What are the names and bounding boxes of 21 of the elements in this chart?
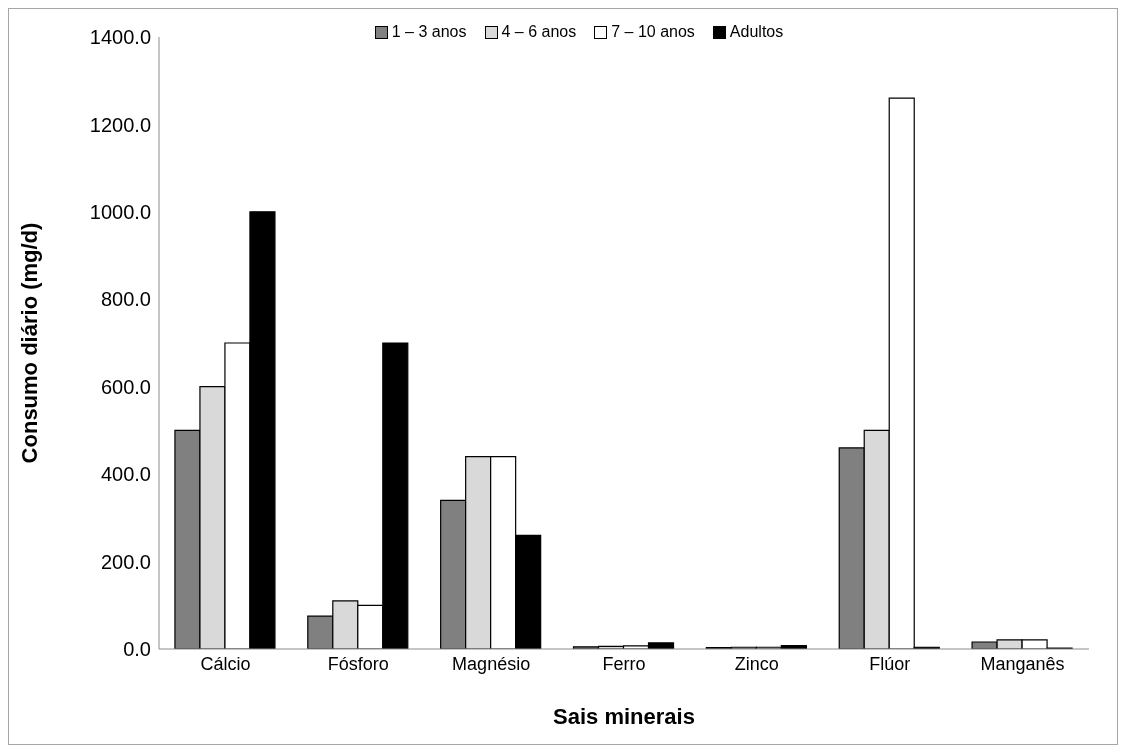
y-tick-label: 1400.0 [89,26,151,49]
legend-label: 7 – 10 anos [611,23,695,41]
x-tick-label: Zinco [734,653,779,674]
x-tick-label: Magnésio [452,653,531,674]
legend-label: Adultos [729,23,784,41]
x-axis-title: Sais minerais [553,704,695,729]
y-tick-label: 200.0 [100,550,151,573]
y-tick-label: 800.0 [100,288,151,311]
y-tick-label: 600.0 [100,375,151,398]
x-tick-label: Manganês [980,653,1065,674]
x-tick-label: Ferro [602,653,646,674]
y-tick-label: 1200.0 [89,113,151,136]
y-axis-title: Consumo diário (mg/d) [16,222,42,464]
y-tick-label: 1000.0 [89,200,151,223]
y-tick-label: 0.0 [123,638,151,661]
x-tick-label: Fósforo [327,653,389,674]
y-tick-label: 400.0 [100,463,151,486]
legend-label: 1 – 3 anos [391,23,467,41]
x-tick-label: Cálcio [200,653,251,674]
x-tick-label: Flúor [869,653,911,674]
legend-label: 4 – 6 anos [501,23,577,41]
